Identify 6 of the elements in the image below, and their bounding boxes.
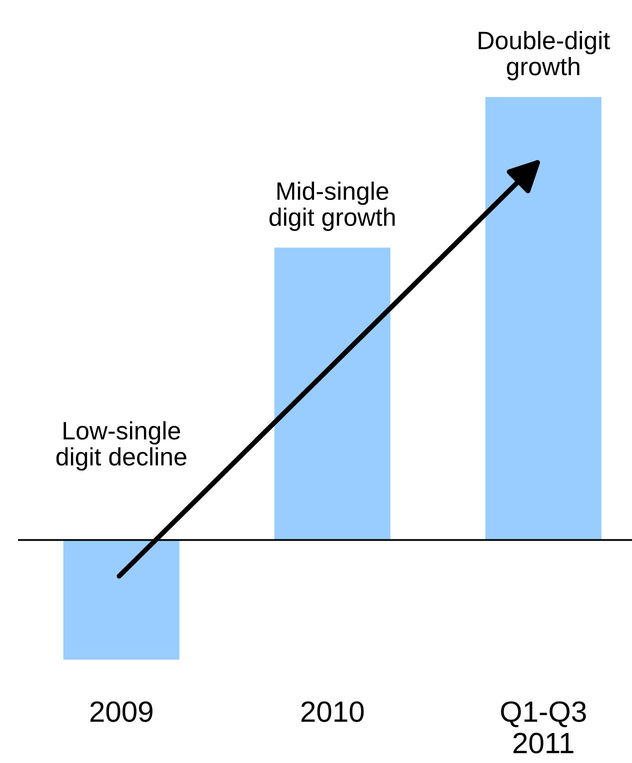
x-tick-label: 2009 bbox=[90, 701, 152, 722]
annotation: Double-digit growth bbox=[478, 31, 610, 80]
x-tick-label: 2010 bbox=[301, 701, 364, 722]
annotation: Low-single digit decline bbox=[56, 421, 186, 471]
x-tick-label: Q1-Q3 2011 bbox=[501, 701, 586, 754]
annotation: Mid-single digit growth bbox=[270, 182, 395, 231]
